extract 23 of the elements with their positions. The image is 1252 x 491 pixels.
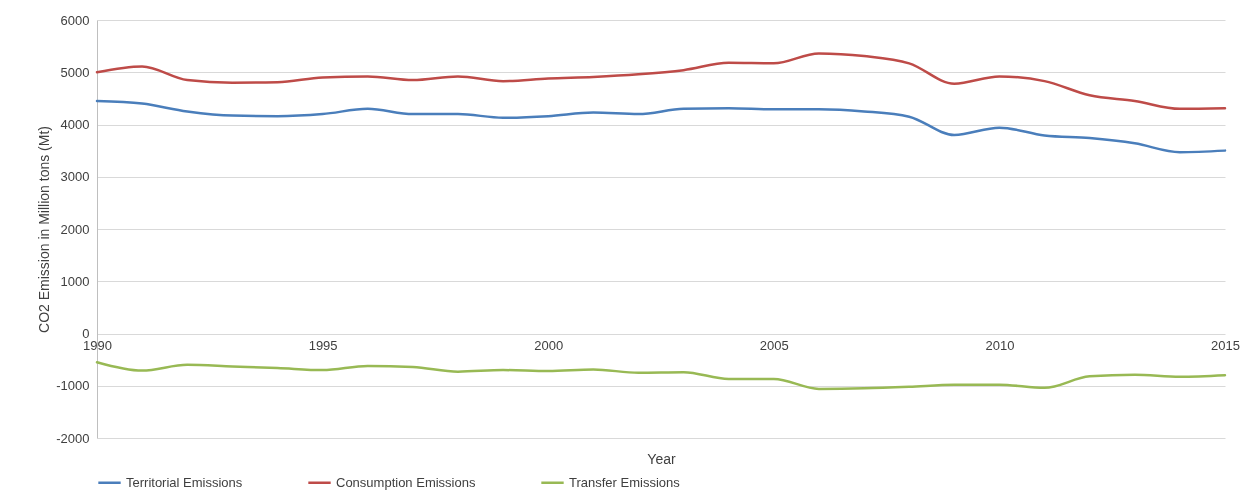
y-axis-title: CO2 Emission in Million tons (Mt) [36,126,53,333]
x-tick-label: 2000 [534,338,564,353]
y-tick-label: 0 [82,326,90,341]
y-tick-label: 3000 [60,169,90,185]
y-tick-label: -1000 [56,378,90,394]
legend-label: Territorial Emissions [126,474,243,490]
line-series [95,52,1227,111]
x-axis-title: Year [647,450,676,467]
y-tick-label: 4000 [60,117,90,132]
legend-label: Consumption Emissions [336,474,476,490]
x-tick-label: 1995 [308,338,338,353]
y-tick-label: 6000 [60,12,90,28]
x-tick-label: 2005 [759,338,789,353]
y-tick-label: 2000 [60,221,90,237]
x-tick-label: 1990 [83,338,112,353]
y-tick-label: 1000 [60,273,90,289]
line-series [95,360,1227,391]
line-series [95,99,1227,154]
legend-label: Transfer Emissions [569,474,681,490]
x-tick-label: 2010 [985,338,1015,353]
x-tick-label: 2015 [1211,338,1240,353]
y-tick-label: -2000 [56,430,90,446]
y-tick-label: 5000 [60,64,90,80]
